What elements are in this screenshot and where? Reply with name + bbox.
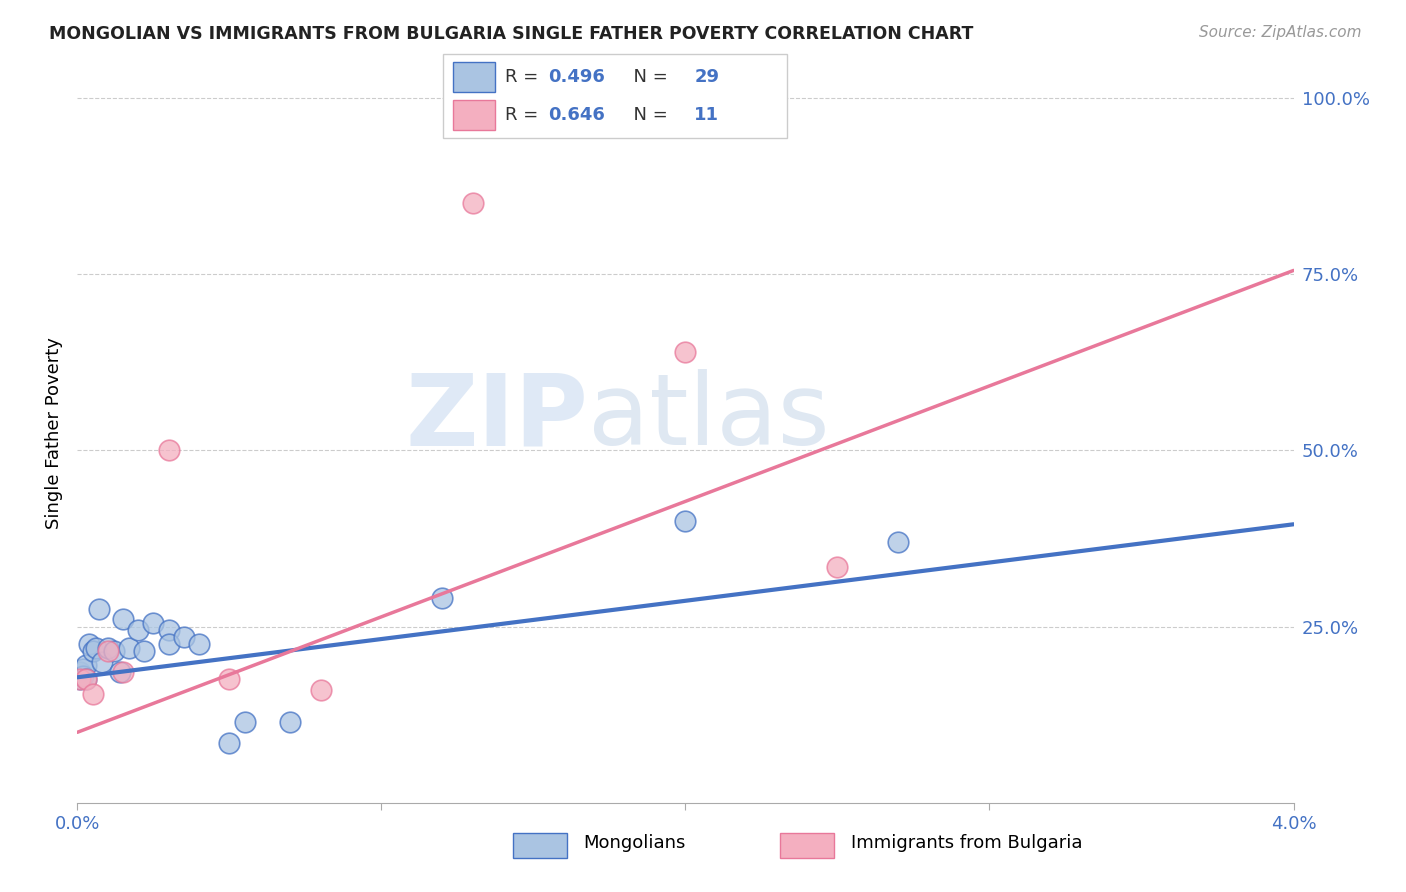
FancyBboxPatch shape [443,54,787,138]
Point [142,615,165,630]
Point [134,644,156,658]
Point [97,640,120,655]
Point [675,514,697,528]
Point [157,623,180,637]
Point [84,640,107,655]
Text: R =: R = [505,105,544,123]
Bar [453,100,495,130]
Point [675,344,697,359]
Text: 29: 29 [695,68,720,86]
Text: 11: 11 [695,105,720,123]
Point [188,637,211,651]
Text: N =: N = [621,68,673,86]
Point [218,736,240,750]
Bar [453,62,495,92]
Point [309,683,332,698]
Point [127,623,149,637]
Text: 0.496: 0.496 [548,68,605,86]
Point [887,535,910,549]
Point [108,665,131,680]
Point [157,637,180,651]
Point [82,644,104,658]
Point [75,658,97,673]
Point [218,673,240,687]
Point [69,673,91,687]
Point [278,714,301,729]
Point [82,686,104,700]
Text: Mongolians: Mongolians [583,834,686,852]
Point [827,559,849,574]
Point [173,630,195,644]
Text: N =: N = [621,105,673,123]
Text: ZIP: ZIP [405,369,588,467]
Point [72,662,94,676]
Text: 0.646: 0.646 [548,105,605,123]
Point [111,665,134,680]
Point [111,612,134,626]
Point [118,640,141,655]
Point [72,669,94,683]
Text: Immigrants from Bulgaria: Immigrants from Bulgaria [851,834,1083,852]
Text: atlas: atlas [588,369,830,467]
Point [233,714,256,729]
Point [461,196,484,211]
Point [75,673,97,687]
Point [69,673,91,687]
Point [430,591,453,606]
Text: R =: R = [505,68,544,86]
Point [90,655,112,669]
Point [87,602,110,616]
Y-axis label: Single Father Poverty: Single Father Poverty [45,336,63,529]
Point [69,665,91,680]
Point [157,443,180,458]
Point [103,644,125,658]
Point [97,644,120,658]
Point [79,637,101,651]
Text: Source: ZipAtlas.com: Source: ZipAtlas.com [1198,25,1361,40]
Point [75,673,97,687]
Text: MONGOLIAN VS IMMIGRANTS FROM BULGARIA SINGLE FATHER POVERTY CORRELATION CHART: MONGOLIAN VS IMMIGRANTS FROM BULGARIA SI… [49,25,973,43]
